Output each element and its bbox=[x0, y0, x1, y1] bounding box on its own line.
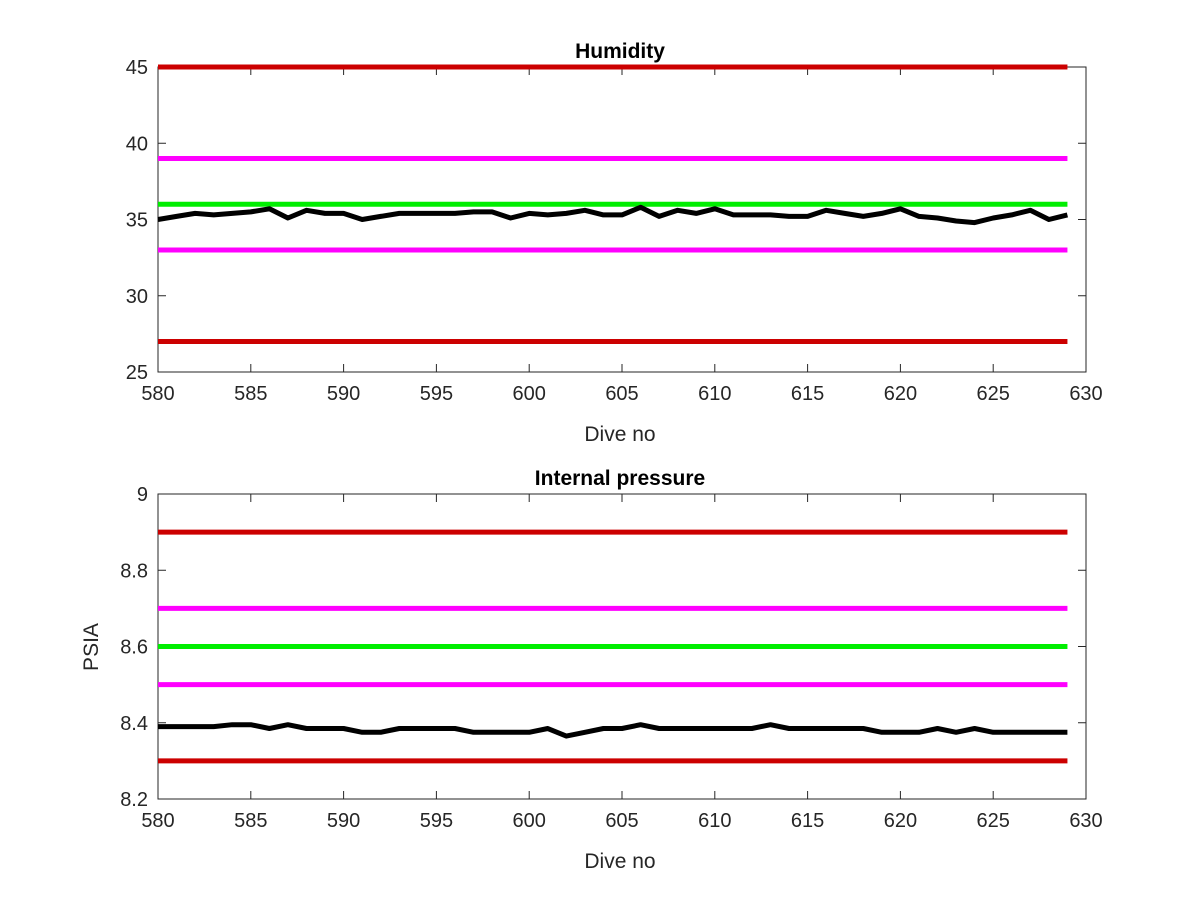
chart-title: Humidity bbox=[575, 40, 665, 63]
x-tick-label: 585 bbox=[234, 810, 267, 832]
x-tick-label: 590 bbox=[327, 810, 360, 832]
x-tick-label: 615 bbox=[791, 810, 824, 832]
x-tick-label: 595 bbox=[420, 383, 453, 405]
series-line bbox=[157, 204, 1069, 226]
y-tick-label: 8.2 bbox=[120, 789, 148, 811]
chart-title: Internal pressure bbox=[535, 467, 705, 490]
x-tick-label: 630 bbox=[1069, 383, 1102, 405]
y-tick-label: 8.6 bbox=[120, 637, 148, 659]
x-tick-label: 605 bbox=[605, 810, 638, 832]
x-axis-label: Dive no bbox=[584, 423, 655, 446]
x-tick-label: 580 bbox=[141, 383, 174, 405]
y-axis-label: PSIA bbox=[80, 623, 103, 671]
x-tick-label: 615 bbox=[791, 383, 824, 405]
y-tick-label: 30 bbox=[126, 286, 148, 308]
humidity-chart: Humidity Dive no 580 585 590 595 600 605 610 61… bbox=[126, 40, 1103, 446]
y-tick-label: 40 bbox=[126, 133, 148, 155]
x-tick-label: 630 bbox=[1069, 810, 1102, 832]
x-axis-label: Dive no bbox=[584, 850, 655, 873]
y-tick-label: 25 bbox=[126, 362, 148, 384]
x-tick-label: 605 bbox=[605, 383, 638, 405]
x-tick-label: 620 bbox=[884, 383, 917, 405]
y-tick-label: 8.8 bbox=[120, 560, 148, 582]
x-tick-label: 620 bbox=[884, 810, 917, 832]
series-line bbox=[158, 722, 1068, 739]
y-tick-label: 8.4 bbox=[120, 713, 148, 735]
x-tick-label: 580 bbox=[141, 810, 174, 832]
internal-pressure-chart: Internal pressure Dive no PSIA 580 585 590… bbox=[80, 467, 1103, 873]
x-tick-label: 600 bbox=[513, 383, 546, 405]
x-tick-label: 590 bbox=[327, 383, 360, 405]
x-tick-label: 585 bbox=[234, 383, 267, 405]
y-tick-label: 9 bbox=[137, 484, 148, 506]
x-tick-label: 600 bbox=[513, 810, 546, 832]
y-tick-label: 45 bbox=[126, 57, 148, 79]
y-tick-label: 35 bbox=[126, 210, 148, 232]
x-tick-label: 610 bbox=[698, 810, 731, 832]
x-tick-label: 625 bbox=[977, 383, 1010, 405]
x-tick-label: 610 bbox=[698, 383, 731, 405]
x-tick-label: 595 bbox=[420, 810, 453, 832]
x-tick-label: 625 bbox=[977, 810, 1010, 832]
